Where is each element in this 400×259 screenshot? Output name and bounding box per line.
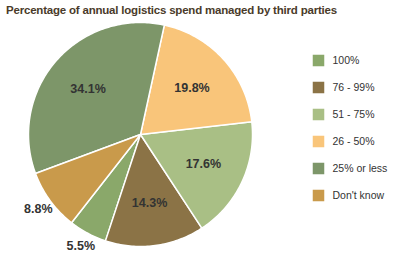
svg-text:25% or less: 25% or less bbox=[333, 162, 388, 174]
svg-text:19.8%: 19.8% bbox=[174, 81, 209, 95]
svg-text:51 - 75%: 51 - 75% bbox=[333, 108, 375, 120]
svg-text:34.1%: 34.1% bbox=[70, 82, 105, 96]
svg-text:14.3%: 14.3% bbox=[132, 196, 167, 210]
svg-text:5.5%: 5.5% bbox=[67, 239, 96, 253]
svg-text:26 - 50%: 26 - 50% bbox=[333, 135, 375, 147]
svg-text:100%: 100% bbox=[333, 54, 360, 66]
svg-text:17.6%: 17.6% bbox=[186, 157, 221, 171]
svg-text:Don't know: Don't know bbox=[333, 189, 385, 201]
svg-text:8.8%: 8.8% bbox=[24, 202, 53, 216]
svg-text:76 - 99%: 76 - 99% bbox=[333, 81, 375, 93]
html-text:Percentage of annual logistics: Percentage of annual logistics spend man… bbox=[6, 4, 337, 16]
